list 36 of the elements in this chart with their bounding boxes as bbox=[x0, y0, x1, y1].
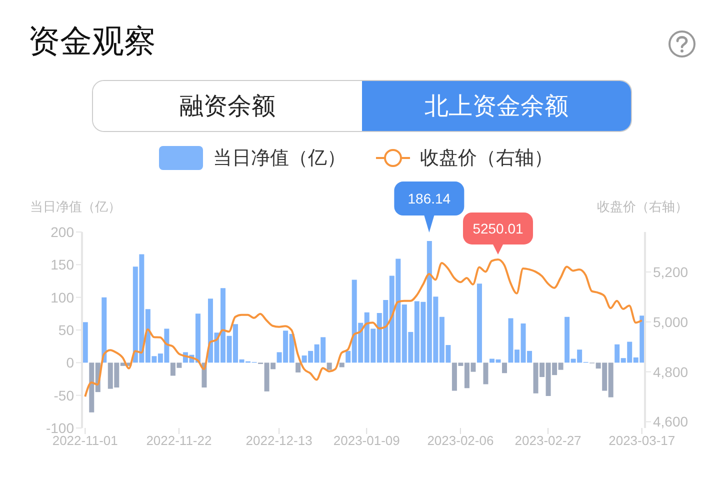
bar bbox=[502, 362, 507, 374]
y-tick-label: 0 bbox=[66, 354, 74, 371]
y-tick-label: -100 bbox=[46, 420, 74, 436]
x-tick-label: 2023-02-06 bbox=[427, 433, 494, 448]
value-callout: 186.14 bbox=[394, 182, 464, 233]
x-tick-label: 2023-03-17 bbox=[608, 433, 676, 448]
bar bbox=[476, 284, 482, 363]
y-tick-label: 150 bbox=[50, 256, 74, 273]
legend-label: 当日净值（亿） bbox=[213, 147, 346, 171]
x-tick-label: 2023-02-27 bbox=[514, 433, 582, 448]
y-tick-label: -50 bbox=[54, 387, 74, 404]
x-tick-label: 2022-12-13 bbox=[246, 433, 312, 448]
chart-title: 资金观察 bbox=[28, 22, 156, 61]
y-tick-label: 200 bbox=[50, 224, 74, 240]
x-tick-label: 2022-11-01 bbox=[52, 433, 118, 448]
data-label: 186.14 bbox=[408, 190, 451, 207]
line-series bbox=[84, 258, 643, 398]
bar bbox=[296, 362, 301, 372]
legend-label: 收盘价（右轴） bbox=[420, 147, 553, 171]
value-callout: 5250.01 bbox=[463, 212, 533, 254]
y2-tick-label: 4,800 bbox=[653, 364, 688, 380]
y2-axis-title: 收盘价（右轴） bbox=[597, 198, 688, 216]
bar bbox=[326, 362, 332, 370]
y2-tick-label: 5,000 bbox=[653, 314, 688, 330]
y-tick-label: 100 bbox=[50, 289, 74, 306]
data-label: 5250.01 bbox=[472, 220, 524, 236]
bar bbox=[82, 322, 88, 363]
bar bbox=[339, 362, 344, 368]
y-axis-title: 当日净值（亿） bbox=[30, 198, 121, 216]
bar bbox=[483, 362, 488, 384]
bar bbox=[102, 297, 107, 363]
y-tick-label: 50 bbox=[58, 322, 74, 338]
x-tick-label: 2023-01-09 bbox=[333, 433, 400, 448]
y2-tick-label: 4,600 bbox=[653, 414, 688, 430]
y2-tick-label: 5,200 bbox=[653, 264, 688, 280]
x-tick-label: 2022-11-22 bbox=[146, 433, 212, 448]
